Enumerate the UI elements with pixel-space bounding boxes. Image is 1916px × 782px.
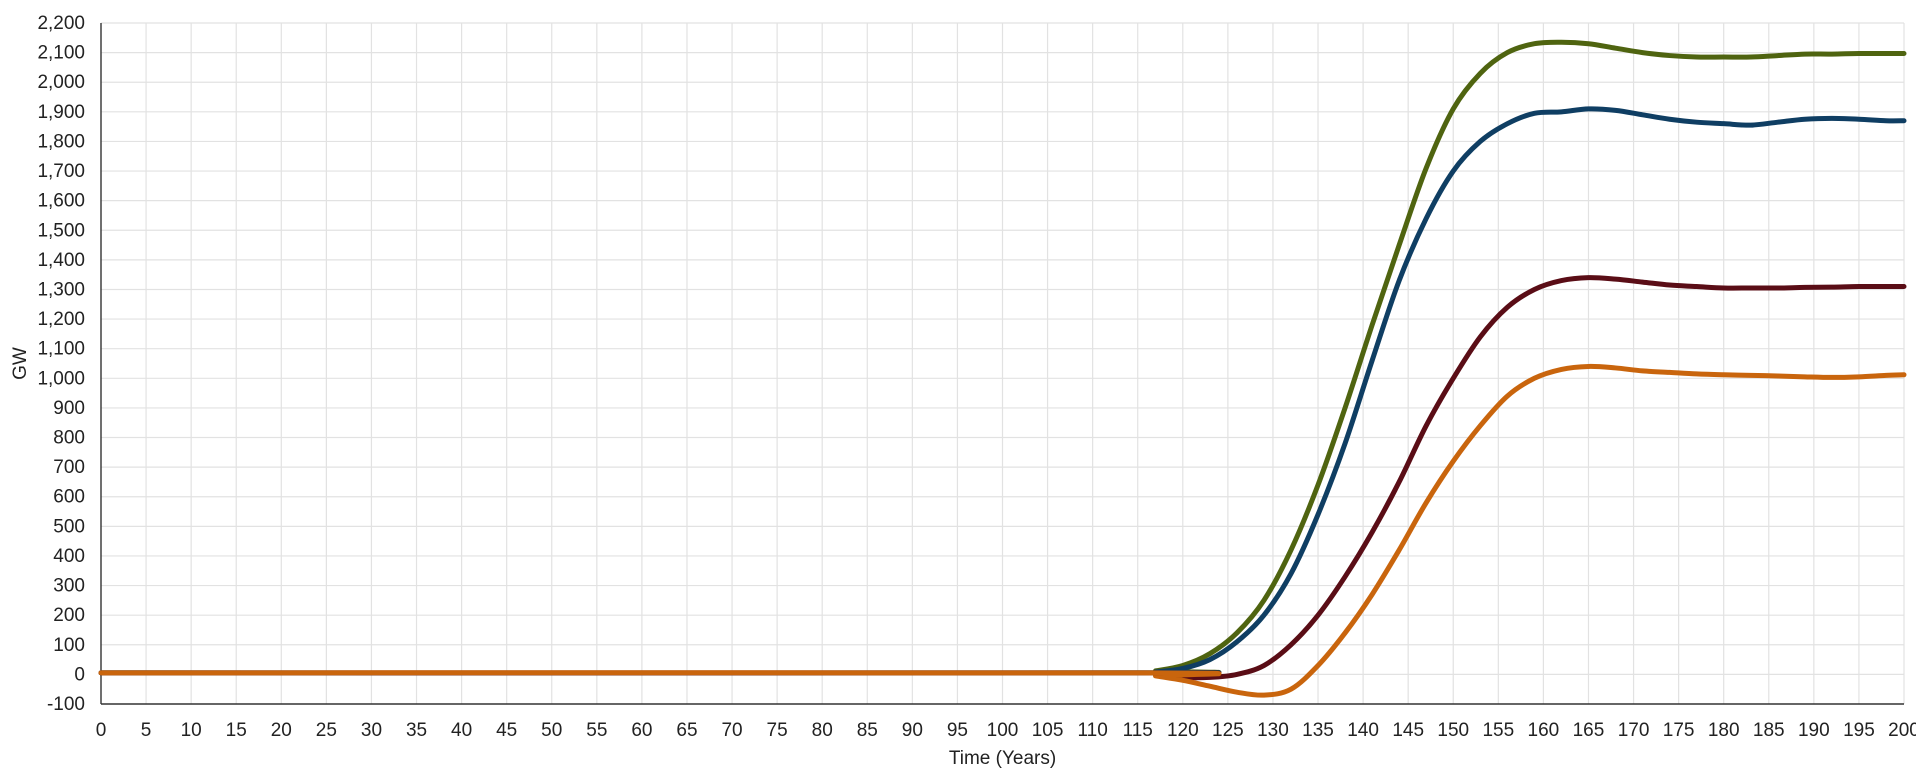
x-tick-label: 115: [1123, 720, 1153, 741]
x-tick-label: 130: [1257, 720, 1289, 741]
x-tick-label: 100: [987, 720, 1019, 741]
x-tick-label: 200: [1888, 720, 1916, 741]
x-tick-label: 35: [406, 720, 427, 741]
x-tick-label: 15: [226, 720, 247, 741]
y-tick-label: 1,000: [37, 368, 85, 389]
y-tick-label: 1,900: [37, 102, 85, 123]
y-tick-label: 2,100: [37, 43, 85, 64]
x-tick-label: 45: [496, 720, 517, 741]
x-tick-label: 70: [721, 720, 742, 741]
x-tick-label: 30: [361, 720, 382, 741]
x-tick-label: 150: [1437, 720, 1469, 741]
axes: [100, 23, 1904, 705]
y-tick-label: 1,500: [37, 220, 85, 241]
x-tick-label: 175: [1663, 720, 1695, 741]
y-tick-label: 1,800: [37, 131, 85, 152]
x-tick-label: 65: [676, 720, 697, 741]
series-lines: [98, 39, 1907, 698]
y-axis-title: GW: [10, 347, 31, 380]
y-tick-label: 400: [53, 546, 85, 567]
x-tick-label: 105: [1032, 720, 1064, 741]
x-tick-label: 10: [181, 720, 202, 741]
y-tick-label: -100: [47, 694, 85, 715]
x-tick-label: 5: [141, 720, 152, 741]
y-tick-label: 1,300: [37, 279, 85, 300]
x-tick-label: 110: [1078, 720, 1108, 741]
x-tick-label: 85: [857, 720, 878, 741]
x-axis-tick-labels: 0 5 10 15 20 25 30 35 40 45 50 55 60 65 70 75 80 85 90 95 10…: [96, 720, 1916, 741]
x-tick-label: 155: [1482, 720, 1514, 741]
x-tick-label: 90: [902, 720, 923, 741]
x-tick-label: 135: [1302, 720, 1334, 741]
x-tick-label: 50: [541, 720, 562, 741]
x-tick-label: 120: [1167, 720, 1199, 741]
x-tick-label: 80: [812, 720, 833, 741]
x-tick-label: 170: [1618, 720, 1650, 741]
x-tick-label: 25: [316, 720, 337, 741]
y-tick-label: 2,200: [37, 13, 85, 34]
x-tick-label: 75: [767, 720, 788, 741]
x-tick-label: 0: [96, 720, 107, 741]
x-tick-label: 140: [1347, 720, 1379, 741]
y-tick-label: 1,600: [37, 191, 85, 212]
y-tick-label: 1,700: [37, 161, 85, 182]
x-tick-label: 20: [271, 720, 292, 741]
x-tick-label: 60: [631, 720, 652, 741]
y-tick-label: 0: [74, 664, 85, 685]
x-tick-label: 195: [1843, 720, 1875, 741]
x-tick-label: 180: [1708, 720, 1740, 741]
x-tick-label: 160: [1528, 720, 1560, 741]
y-tick-label: 200: [53, 605, 85, 626]
x-tick-label: 40: [451, 720, 472, 741]
x-tick-label: 165: [1573, 720, 1605, 741]
y-tick-label: 2,000: [37, 72, 85, 93]
y-tick-label: 900: [53, 398, 85, 419]
x-tick-label: 145: [1392, 720, 1424, 741]
grid: [101, 22, 1905, 704]
y-tick-label: 800: [53, 428, 85, 449]
x-tick-label: 55: [586, 720, 607, 741]
y-tick-label: 1,200: [37, 309, 85, 330]
y-tick-label: 1,100: [37, 339, 85, 360]
x-tick-label: 190: [1798, 720, 1830, 741]
x-tick-label: 125: [1212, 720, 1244, 741]
y-tick-label: 1,400: [37, 250, 85, 271]
x-tick-label: 95: [947, 720, 968, 741]
y-tick-label: 100: [53, 635, 85, 656]
x-axis-title: Time (Years): [949, 748, 1056, 769]
y-tick-label: 600: [53, 487, 85, 508]
x-tick-label: 185: [1753, 720, 1785, 741]
series-line-4: [98, 363, 1907, 698]
y-tick-label: 500: [53, 516, 85, 537]
y-axis-tick-labels: -100 0 100 200 300 400 500 600 700 800 900 1,000 1,1…: [37, 13, 85, 715]
y-tick-label: 300: [53, 576, 85, 597]
y-tick-label: 700: [53, 457, 85, 478]
